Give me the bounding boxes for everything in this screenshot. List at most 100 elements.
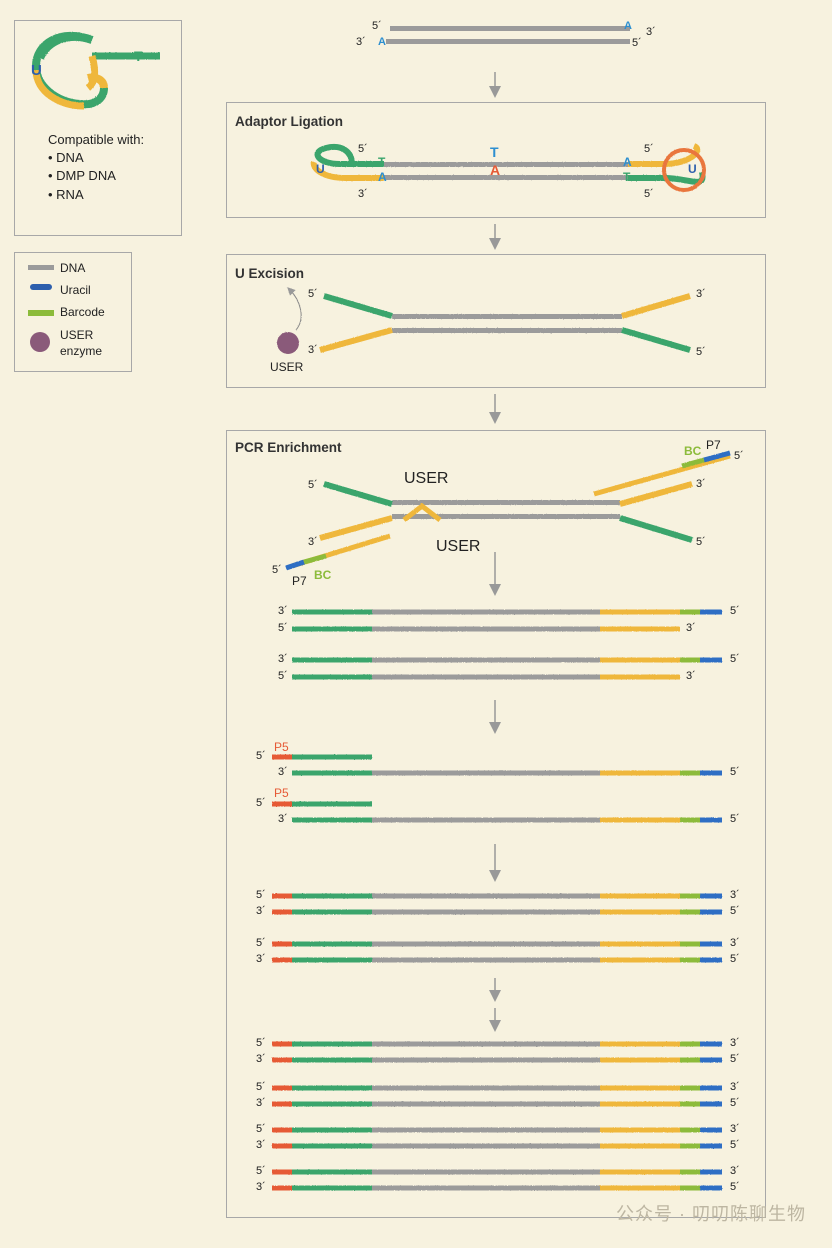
strand-barcode [680, 1185, 700, 1191]
legend-uracil-label: Uracil [60, 283, 91, 297]
strand-p5 [272, 801, 292, 807]
ligation-t-right: T [623, 170, 631, 184]
row-end-left: 3´ [256, 905, 266, 917]
strand-dna [372, 674, 600, 680]
strand-p5 [272, 1185, 292, 1191]
legend-user-label-2: enzyme [60, 344, 103, 358]
strand-p7 [700, 770, 722, 776]
strand-yellow [600, 817, 680, 823]
compatible-title: Compatible with: [48, 132, 145, 147]
row-end-left: 3´ [256, 1097, 266, 1109]
strand-green [292, 609, 372, 615]
legend-barcode-label: Barcode [60, 305, 105, 319]
strand-green [292, 941, 372, 947]
row-end-left: 5´ [256, 1037, 266, 1049]
strand-green [292, 1101, 372, 1107]
pcr-cleavage-construct [285, 450, 731, 571]
p5-label-2: P5 [274, 786, 289, 800]
hairpin-uracil-label: U [31, 62, 42, 79]
pcr-3p-right: 3´ [696, 478, 706, 490]
strand-barcode [680, 609, 700, 615]
row-end-3p: 3´ [686, 670, 696, 682]
strand-p5 [272, 909, 292, 915]
pcr-product-strands [272, 609, 722, 1191]
excision-3p-right: 3´ [696, 288, 706, 300]
pcr-p7-right: P7 [706, 438, 721, 452]
strand-barcode [680, 1085, 700, 1091]
strand-dna [372, 626, 600, 632]
pcr-5p-p7-right: 5´ [734, 450, 744, 462]
row-end-5p: 5´ [730, 766, 740, 778]
strand-p5 [272, 1085, 292, 1091]
strand-dna [372, 941, 600, 947]
row-end-right: 5´ [730, 1139, 740, 1151]
top-dsdna-5p-right: 5´ [632, 37, 642, 49]
strand-barcode [680, 1143, 700, 1149]
strand-barcode [680, 1169, 700, 1175]
ligation-3p-left: 3´ [358, 188, 368, 200]
strand-barcode [680, 957, 700, 963]
pcr-5p-right: 5´ [696, 536, 706, 548]
compatible-item-dmp: • DMP DNA [48, 168, 116, 183]
strand-p5 [272, 1127, 292, 1133]
strand-p7 [700, 1057, 722, 1063]
strand-yellow [600, 1185, 680, 1191]
strand-yellow [600, 770, 680, 776]
ligated-construct [310, 143, 706, 192]
legend-user-enzyme-icon [30, 332, 50, 352]
strand-green [292, 770, 372, 776]
adaptor-ligation-title: Adaptor Ligation [235, 114, 343, 129]
strand-barcode [680, 657, 700, 663]
p5-label-1: P5 [274, 740, 289, 754]
row-end-5p: 5´ [730, 605, 740, 617]
pcr-user-label-a: USER [404, 470, 449, 487]
strand-dna [372, 817, 600, 823]
strand-yellow [600, 941, 680, 947]
legend-dna-swatch [28, 265, 54, 270]
strand-p7 [700, 817, 722, 823]
strand-dna [372, 1057, 600, 1063]
strand-p7 [700, 941, 722, 947]
strand-dna [372, 609, 600, 615]
strand-green [292, 657, 372, 663]
strand-p7 [700, 609, 722, 615]
pcr-enrichment-title: PCR Enrichment [235, 440, 342, 455]
strand-p7 [700, 957, 722, 963]
strand-p7 [700, 1185, 722, 1191]
row-end-left: 3´ [256, 1139, 266, 1151]
strand-dna [372, 770, 600, 776]
strand-green [292, 1185, 372, 1191]
row-end-left: 3´ [256, 1181, 266, 1193]
strand-p5 [272, 1057, 292, 1063]
strand-yellow [600, 1143, 680, 1149]
strand-yellow [600, 657, 680, 663]
strand-dna [372, 1127, 600, 1133]
row-end-right: 3´ [730, 889, 740, 901]
row-end-3p: 3´ [278, 653, 288, 665]
ligation-u-right: U [688, 162, 697, 176]
row-end-5p: 5´ [278, 670, 288, 682]
legend-user-label-1: USER [60, 328, 94, 342]
row-end-5p: 5´ [730, 653, 740, 665]
strand-green [292, 1085, 372, 1091]
strand-dna [372, 1169, 600, 1175]
excision-5p-left: 5´ [308, 288, 318, 300]
row-end-right: 3´ [730, 1123, 740, 1135]
hairpin-adapter-icon [31, 31, 160, 110]
ligation-a-left: A [378, 170, 387, 184]
strand-green [292, 674, 372, 680]
strand-p7 [700, 1143, 722, 1149]
strand-p7 [700, 1041, 722, 1047]
excised-construct [277, 287, 691, 354]
strand-p5 [272, 754, 292, 760]
strand-dna [372, 957, 600, 963]
row-end-right: 5´ [730, 1097, 740, 1109]
legend-barcode-swatch [28, 310, 54, 316]
strand-yellow [600, 1127, 680, 1133]
strand-yellow [600, 1041, 680, 1047]
watermark: 公众号 · 叨叨陈聊生物 [616, 1204, 806, 1224]
compatible-item-dna: • DNA [48, 150, 84, 165]
pcr-5p-left: 5´ [308, 479, 318, 491]
strand-barcode [680, 1041, 700, 1047]
